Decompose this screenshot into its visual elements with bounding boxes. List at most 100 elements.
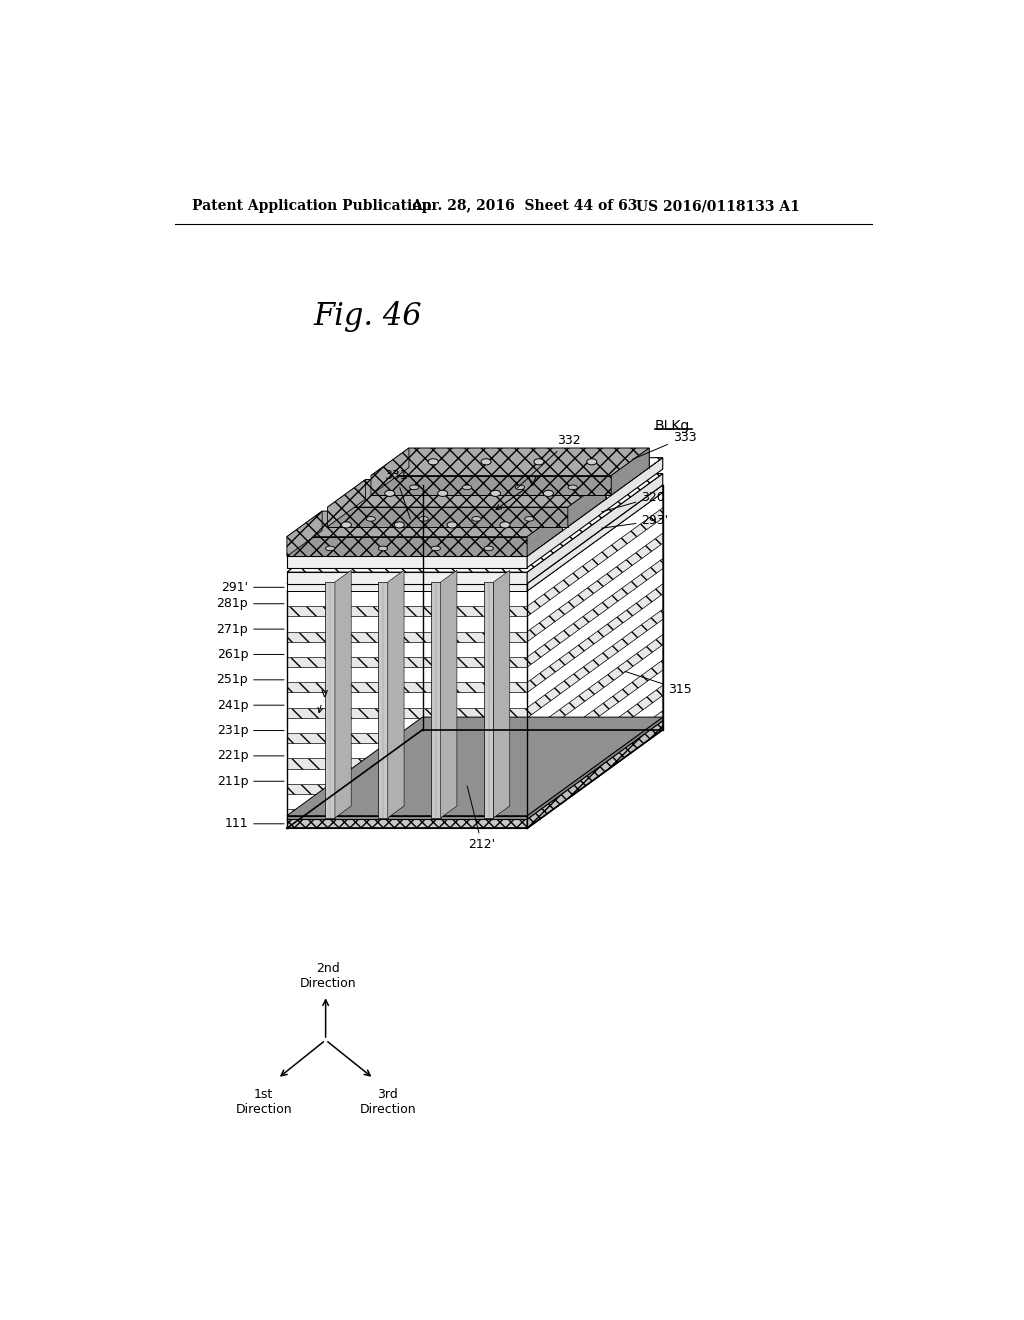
Text: 2nd
Direction: 2nd Direction [300,962,356,990]
Polygon shape [287,484,663,583]
Polygon shape [378,582,388,818]
Polygon shape [366,495,611,499]
Polygon shape [287,816,527,820]
Polygon shape [527,492,663,606]
Polygon shape [409,447,649,467]
Polygon shape [328,479,366,527]
Polygon shape [287,556,527,568]
Polygon shape [527,517,663,632]
Polygon shape [287,606,527,616]
Ellipse shape [568,484,578,490]
Ellipse shape [326,546,335,550]
Polygon shape [527,558,663,667]
Polygon shape [527,696,663,809]
Text: 333: 333 [633,430,696,459]
Text: 221p: 221p [217,750,284,763]
Ellipse shape [428,459,438,465]
Polygon shape [287,657,527,667]
Text: 320: 320 [601,491,666,512]
Polygon shape [388,570,404,818]
Polygon shape [328,479,606,507]
Polygon shape [287,667,527,682]
Ellipse shape [463,484,472,490]
Polygon shape [527,609,663,718]
Text: 332: 332 [517,434,581,488]
Polygon shape [440,570,457,818]
Polygon shape [287,572,527,583]
Polygon shape [287,717,663,816]
Polygon shape [287,718,527,733]
Ellipse shape [534,459,544,465]
Polygon shape [568,479,606,527]
Polygon shape [527,484,663,829]
Ellipse shape [587,459,597,465]
Text: BLKg: BLKg [655,418,690,433]
Text: V': V' [496,477,540,510]
Text: 293': 293' [601,515,669,528]
Polygon shape [287,642,527,657]
Ellipse shape [484,546,494,550]
Text: 241p: 241p [217,698,284,711]
Polygon shape [323,527,568,531]
Text: 3rd
Direction: 3rd Direction [359,1088,416,1115]
Polygon shape [287,492,663,591]
Ellipse shape [515,484,524,490]
Polygon shape [371,447,649,475]
Polygon shape [527,660,663,768]
Polygon shape [527,619,663,733]
Ellipse shape [437,490,447,496]
Text: 261p: 261p [217,648,284,661]
Polygon shape [527,594,663,708]
Text: v: v [318,686,328,713]
Text: 211p: 211p [217,775,284,788]
Polygon shape [371,447,409,495]
Polygon shape [287,793,527,809]
Ellipse shape [367,516,376,521]
Polygon shape [287,511,323,556]
Polygon shape [527,644,663,759]
Polygon shape [527,717,663,820]
Ellipse shape [419,516,428,521]
Ellipse shape [447,521,457,528]
Polygon shape [484,582,494,818]
Polygon shape [287,768,527,784]
Text: 331: 331 [384,469,411,519]
Ellipse shape [431,546,440,550]
Text: 271p: 271p [216,623,284,636]
Polygon shape [527,635,663,743]
Polygon shape [494,570,510,818]
Ellipse shape [481,459,492,465]
Polygon shape [326,582,335,818]
Polygon shape [527,671,663,784]
Ellipse shape [394,521,404,528]
Ellipse shape [341,521,351,528]
Polygon shape [287,733,527,743]
Ellipse shape [500,521,510,528]
Polygon shape [527,508,663,616]
Ellipse shape [378,546,388,550]
Polygon shape [287,458,663,556]
Polygon shape [431,582,440,818]
Ellipse shape [524,516,535,521]
Polygon shape [287,474,663,572]
Polygon shape [287,708,527,718]
Polygon shape [287,743,527,759]
Polygon shape [366,479,606,499]
Polygon shape [287,759,527,768]
Ellipse shape [490,490,501,496]
Ellipse shape [385,490,395,496]
Polygon shape [527,484,663,591]
Text: 1st
Direction: 1st Direction [236,1088,292,1115]
Polygon shape [287,693,527,708]
Text: US 2016/0118133 A1: US 2016/0118133 A1 [636,199,800,213]
Polygon shape [287,511,562,537]
Polygon shape [527,511,562,556]
Polygon shape [287,632,527,642]
Polygon shape [287,721,663,820]
Text: 212': 212' [467,785,496,851]
Polygon shape [287,820,527,829]
Polygon shape [287,682,527,693]
Polygon shape [527,583,663,693]
Polygon shape [335,570,351,818]
Polygon shape [287,809,527,820]
